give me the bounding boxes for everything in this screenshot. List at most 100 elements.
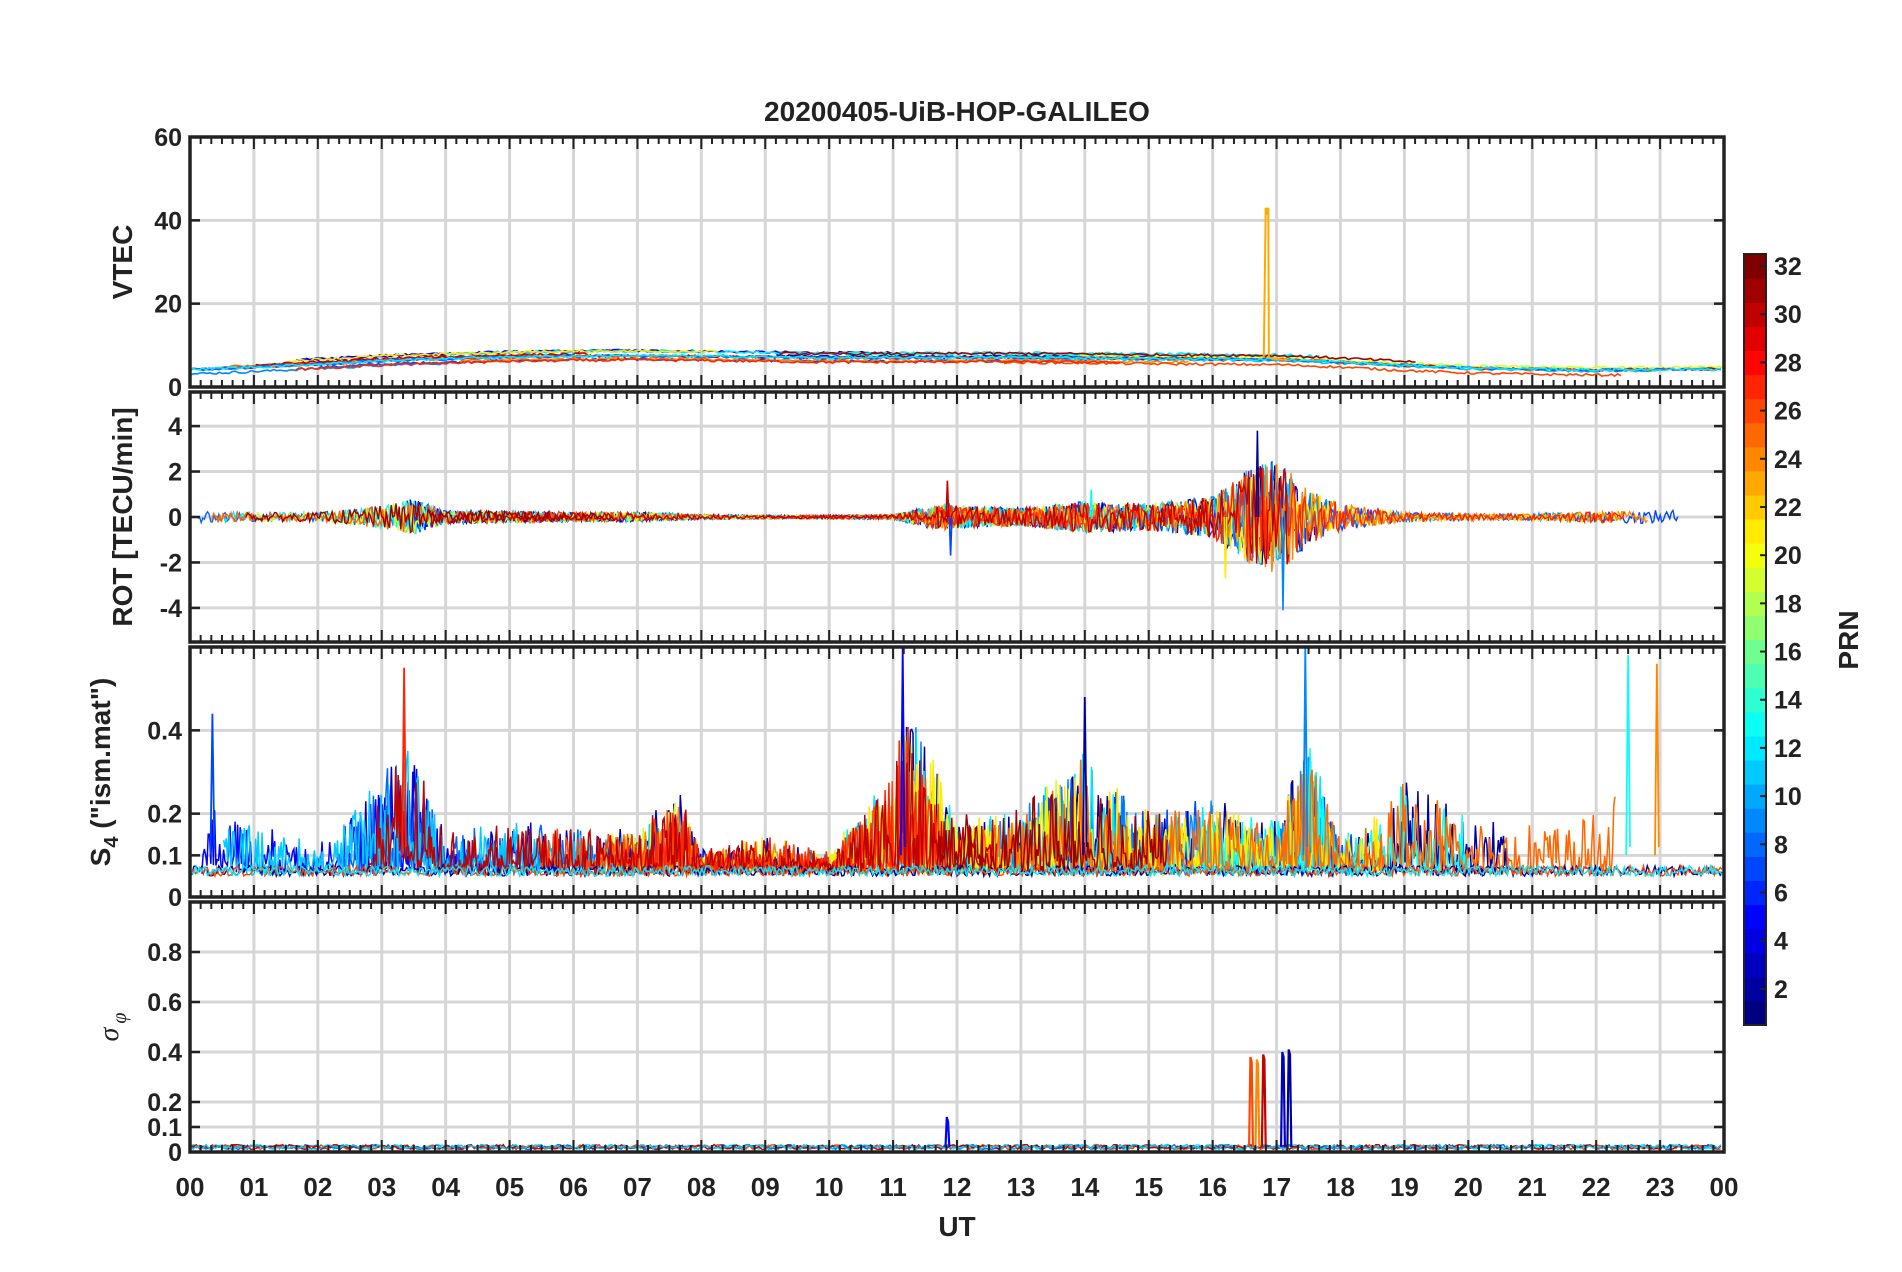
colorbar-tick-label: 10: [1774, 783, 1802, 811]
colorbar-tick-label: 12: [1774, 735, 1802, 763]
colorbar-segment: [1744, 663, 1766, 689]
rot-peak: [945, 480, 950, 518]
colorbar-segment: [1744, 808, 1766, 833]
x-tick-label: 15: [1134, 1172, 1163, 1202]
rot-peak: [1089, 489, 1094, 518]
y-label-rot: ROT [TECU/min]: [107, 407, 138, 626]
s4-peak: [209, 713, 216, 856]
colorbar-segment: [1744, 687, 1766, 713]
y-tick-label: 60: [154, 124, 182, 152]
s4-peak: [1654, 663, 1660, 856]
y-label-vtec: VTEC: [107, 225, 138, 300]
y-label-s4-main: S: [85, 848, 116, 867]
y-label-sigma: σφ: [94, 1013, 131, 1042]
x-tick-label: 22: [1582, 1172, 1611, 1202]
x-axis-label: UT: [938, 1211, 975, 1242]
colorbar-tick-label: 32: [1774, 253, 1802, 281]
chart-title: 20200405-UiB-HOP-GALILEO: [764, 96, 1150, 127]
s4-peak: [1302, 647, 1309, 856]
x-tick-label: 10: [815, 1172, 844, 1202]
x-tick-label: 02: [303, 1172, 332, 1202]
x-tick-label: 11: [879, 1172, 907, 1202]
grid-layer: [188, 135, 1726, 1154]
sigma-peak: [944, 1116, 951, 1148]
colorbar-segment: [1744, 784, 1766, 809]
colorbar-tick-label: 4: [1774, 928, 1788, 956]
vtec-series-prn-30: [255, 352, 592, 367]
rot-peak: [1223, 516, 1228, 579]
y-tick-label: -4: [160, 595, 182, 623]
colorbar-label: PRN: [1833, 610, 1864, 669]
s4-series-prn-25: [978, 759, 1616, 879]
rot-peak: [1255, 430, 1260, 518]
colorbar-segment: [1744, 591, 1766, 617]
s4-peak: [401, 667, 407, 856]
x-tick-label: 09: [751, 1172, 780, 1202]
x-tick-label: 17: [1262, 1172, 1291, 1202]
y-tick-label: 0.1: [147, 842, 182, 870]
colorbar-segment: [1744, 278, 1766, 303]
vtec-spike-prn-23: [1262, 207, 1287, 361]
colorbar-segment: [1744, 928, 1766, 954]
vtec-series-prn-21: [288, 349, 718, 363]
y-tick-label: 0.1: [147, 1114, 182, 1142]
rot-peak: [1280, 516, 1286, 611]
colorbar-segment: [1744, 615, 1766, 641]
y-tick-label: 0: [168, 1139, 182, 1167]
colorbar-tick-label: 18: [1774, 590, 1802, 618]
x-tick-label: 19: [1390, 1172, 1419, 1202]
colorbar-segment: [1744, 567, 1766, 592]
colorbar-tick-label: 22: [1774, 494, 1802, 522]
colorbar-tick-label: 26: [1774, 398, 1802, 426]
colorbar-tick-label: 8: [1774, 831, 1788, 859]
colorbar-segment: [1744, 326, 1766, 351]
colorbar-segment: [1744, 904, 1766, 930]
colorbar-tick-label: 2: [1774, 976, 1788, 1004]
colorbar-segment: [1744, 398, 1766, 424]
colorbar-tick-label: 28: [1774, 349, 1802, 377]
y-tick-label: 0.2: [147, 801, 182, 829]
y-tick-label: 0.6: [147, 989, 182, 1017]
colorbar-segment: [1744, 952, 1766, 978]
colorbar-segment: [1744, 302, 1766, 327]
vtec-series-prn-26: [1003, 360, 1622, 378]
x-tick-label: 13: [1006, 1172, 1035, 1202]
colorbar-segment: [1744, 1000, 1766, 1026]
colorbar-segment: [1744, 422, 1766, 448]
y-label-sigma-sub: φ: [109, 1013, 131, 1024]
x-tick-label: 18: [1326, 1172, 1355, 1202]
vtec-series-prn-12: [190, 353, 1721, 372]
x-tick-label: 08: [687, 1172, 716, 1202]
y-tick-label: 0.8: [147, 939, 182, 967]
colorbar-frame: [1743, 253, 1767, 1026]
y-tick-label: 0: [168, 884, 182, 912]
vtec-series-prn-31: [779, 351, 1416, 363]
sigma-peak: [1248, 1056, 1254, 1148]
sigma-peak: [1254, 1059, 1261, 1148]
colorbar-segment: [1744, 470, 1766, 496]
axis-layer: 0204060-4-202400.10.20.400.10.20.40.60.8…: [147, 124, 1738, 1202]
colorbar-segment: [1744, 446, 1766, 472]
sigma-peak: [1260, 1054, 1267, 1148]
y-tick-label: 4: [168, 413, 182, 441]
y-tick-label: 0.4: [147, 1039, 182, 1067]
x-tick-label: 01: [239, 1172, 268, 1202]
y-label-s4-sub: 4: [101, 836, 123, 848]
colorbar-segment: [1744, 856, 1766, 882]
colorbar-segment: [1744, 374, 1766, 400]
x-tick-label: 05: [495, 1172, 524, 1202]
y-tick-label: 0: [168, 374, 182, 402]
x-tick-label: 23: [1646, 1172, 1675, 1202]
y-label-s4: S4 ("ism.mat"): [85, 678, 123, 867]
s4-peak: [1625, 655, 1631, 856]
x-tick-label: 00: [1710, 1172, 1739, 1202]
colorbar-tick-label: 16: [1774, 639, 1802, 667]
colorbar-segment: [1744, 711, 1766, 737]
y-label-sigma-main: σ: [94, 1026, 125, 1041]
y-tick-label: 2: [168, 459, 182, 487]
rot-series-prn-30: [429, 466, 1290, 565]
rot-peak: [948, 516, 953, 556]
y-tick-label: 20: [154, 291, 182, 319]
